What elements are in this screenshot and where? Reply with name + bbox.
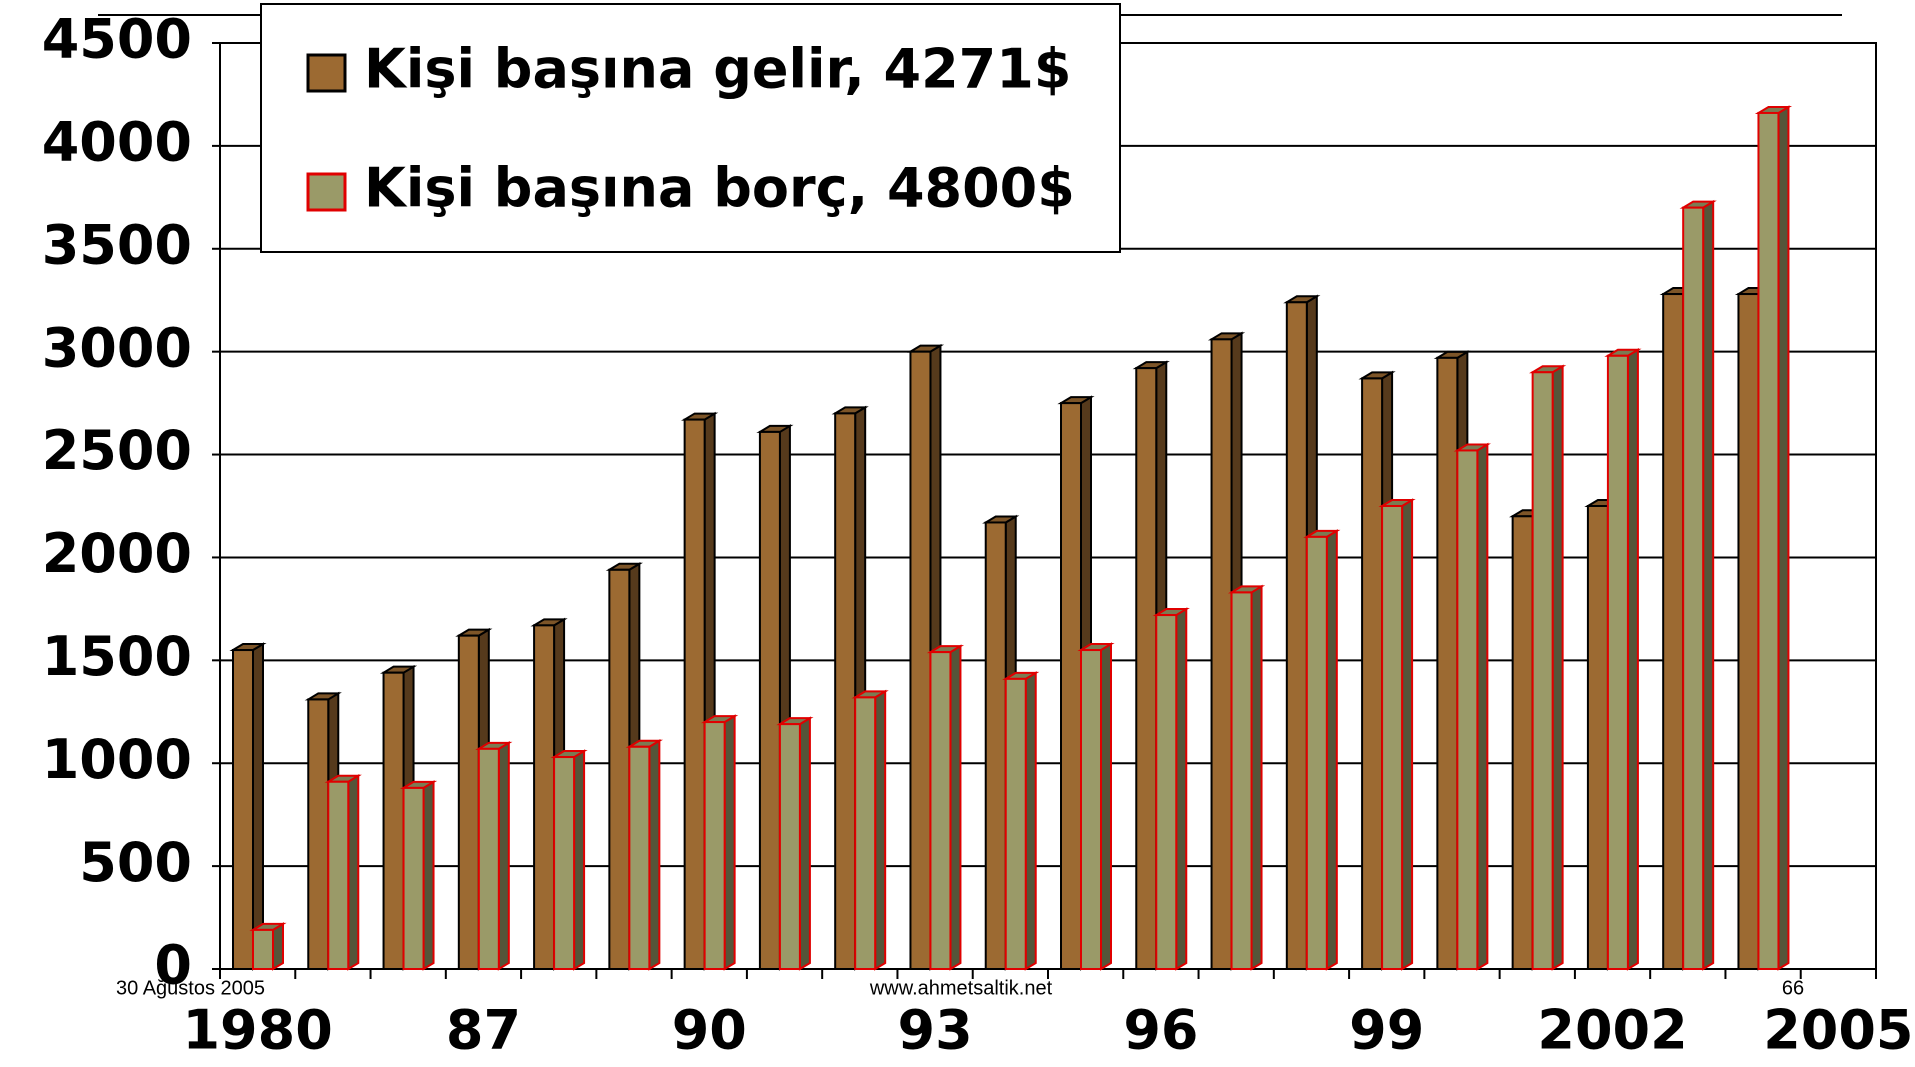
bar [854,696,877,971]
legend-label: Kişi başına borç, 4800$ [364,157,1075,220]
bar [778,723,801,970]
y-tick-label: 4000 [42,111,192,174]
bar [703,721,726,970]
x-tick-label: 99 [1349,999,1424,1062]
bar [307,698,330,970]
bar-side [648,738,661,971]
bar [1305,535,1328,970]
bar [1511,515,1534,970]
bar [252,928,274,970]
legend-swatch [306,53,347,93]
bar-side [1476,442,1489,971]
bar-side [1250,584,1263,971]
bar [402,786,425,970]
bar [984,521,1007,970]
bar [1080,649,1102,970]
bar-side [949,644,962,971]
legend-box [260,3,1121,253]
bar [1606,354,1629,970]
bar [1285,301,1308,970]
x-tick-label: 1980 [182,999,332,1062]
x-tick-label: 96 [1123,999,1198,1062]
bar [327,780,350,971]
bar [1531,371,1554,970]
bar [929,651,952,970]
bar-side [1401,498,1414,971]
bar-side [798,716,811,971]
bar-side [272,922,284,971]
bar [1230,591,1253,971]
legend-swatch [306,172,347,212]
bar-side [573,749,586,971]
bar [533,624,556,971]
y-tick-label: 3000 [42,316,192,379]
x-tick-label: 90 [672,999,747,1062]
y-tick-label: 1500 [42,625,192,688]
bar-side [1702,199,1715,971]
x-tick-label: 2002 [1537,999,1687,1062]
bar [683,418,706,971]
bar-side [252,642,264,971]
x-tick-label: 93 [898,999,973,1062]
bar [1155,614,1178,970]
bar [909,350,932,970]
y-tick-label: 2000 [42,522,192,585]
bar-side [874,689,887,971]
bar [1060,402,1082,971]
x-tick-label: 87 [446,999,521,1062]
bar [382,671,405,970]
bar [1135,367,1158,970]
bar [1456,449,1479,970]
footer-site: www.ahmetsaltik.net [869,977,1053,999]
legend-label: Kişi başına gelir, 4271$ [364,38,1071,101]
bar-side [723,714,736,971]
bar [608,568,631,971]
bar-side [1175,607,1188,971]
bar [1436,356,1459,970]
bar-side [1325,529,1338,971]
footer-date: 30 Ağustos 2005 [116,977,265,999]
y-tick-label: 3500 [42,213,192,276]
bar-side [422,780,435,971]
bar-side [1551,364,1564,971]
bar [553,756,576,970]
y-tick-label: 1000 [42,728,192,791]
bar [477,747,500,970]
bar-side [1100,642,1112,971]
bar [232,649,254,970]
bar [457,634,480,970]
y-tick-label: 500 [79,831,192,894]
x-tick-label: 2005 [1763,999,1913,1062]
bar-side [497,741,510,971]
y-tick-label: 2500 [42,419,192,482]
bar [1737,293,1760,970]
bar [628,745,651,971]
y-tick-label: 0 [154,934,192,997]
bar [1381,505,1404,970]
footer-page: 66 [1782,977,1804,999]
y-tick-label: 4500 [42,8,192,71]
bar [1361,377,1384,970]
bar [1757,111,1780,971]
bar-side [1626,348,1639,971]
bar [1004,677,1027,970]
bar [1682,206,1705,971]
bar [1662,293,1685,970]
bar [834,412,857,970]
bar-side [1777,105,1790,971]
bar-side [1024,671,1037,971]
bar [758,430,781,971]
bar [1586,505,1609,970]
bar [1210,338,1233,970]
bar-side [347,773,360,971]
